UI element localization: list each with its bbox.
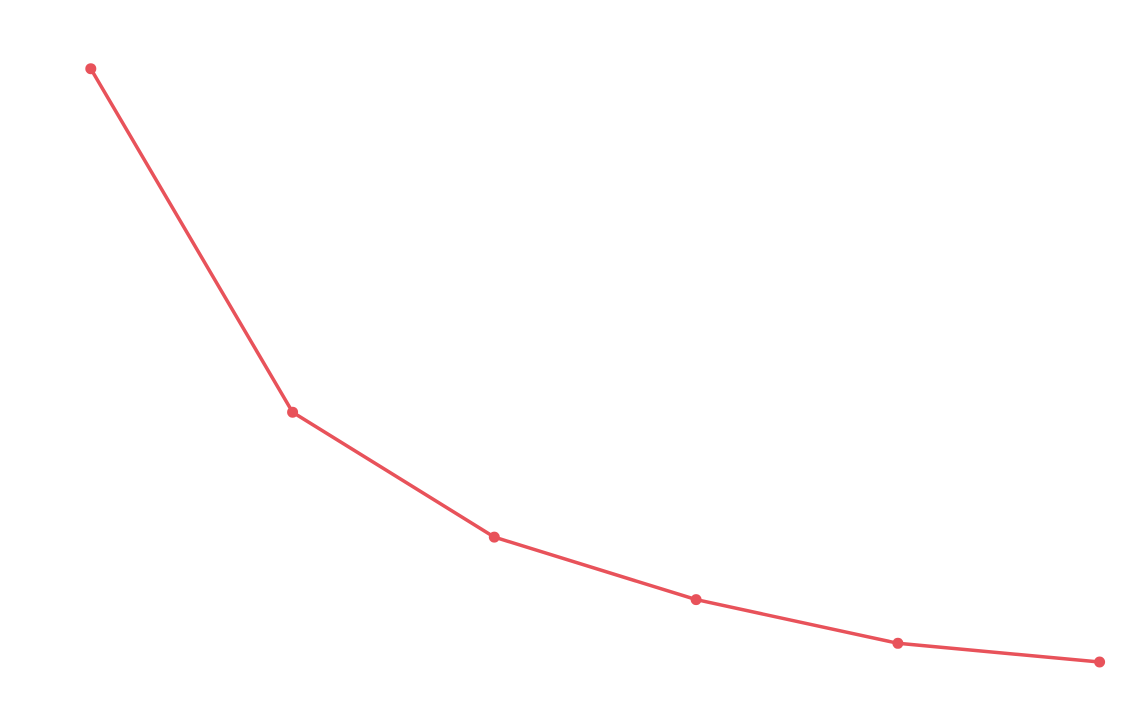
series-line-0 [89, 66, 1102, 664]
data-point-0-4[interactable] [892, 637, 904, 649]
data-point-0-2[interactable] [488, 531, 500, 543]
data-point-0-5[interactable] [1094, 656, 1106, 668]
data-point-0-1[interactable] [287, 406, 299, 418]
data-point-0-0[interactable] [85, 63, 97, 75]
series-layer [85, 63, 1106, 668]
data-point-0-3[interactable] [690, 594, 702, 606]
